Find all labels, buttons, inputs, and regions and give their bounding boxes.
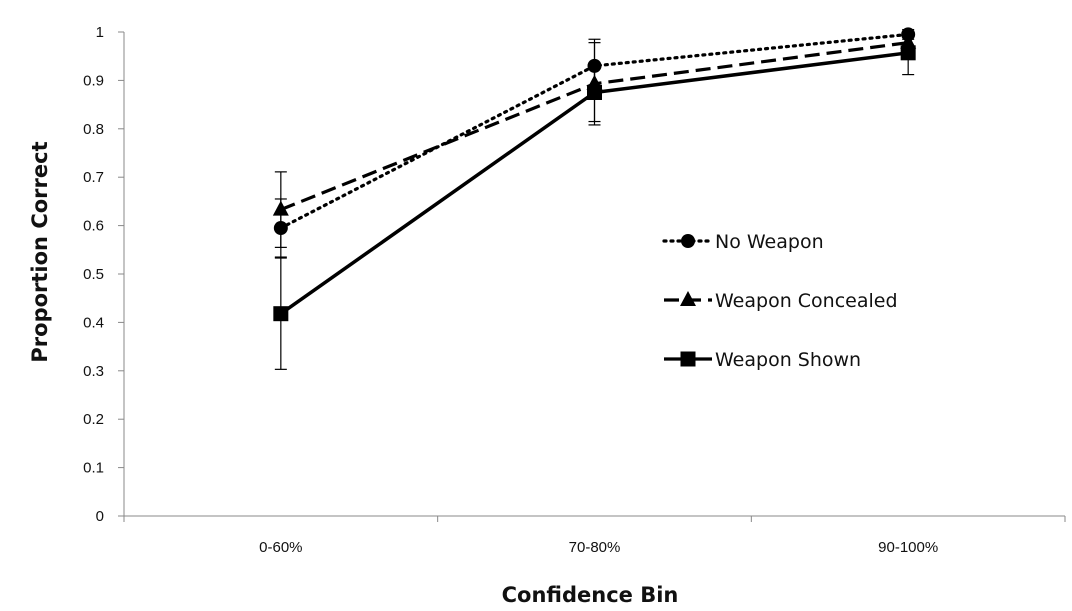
y-tick-label: 0.9 [83, 72, 104, 89]
y-tick-label: 1 [96, 24, 104, 41]
data-point [273, 221, 288, 236]
x-axis-title: Confidence Bin [502, 583, 679, 607]
y-tick-label: 0.5 [83, 266, 104, 283]
legend-label: No Weapon [715, 231, 824, 253]
legend: No Weapon Weapon Concealed Weapon Shown [662, 231, 898, 371]
y-axis-title: Proportion Correct [28, 141, 52, 362]
legend-marker [680, 291, 696, 306]
series-2 [273, 45, 916, 322]
y-tick-label: 0.2 [83, 411, 104, 428]
series-0 [273, 27, 916, 236]
data-point [900, 33, 917, 49]
x-tick-label: 90-100% [878, 539, 938, 556]
legend-item-1: Weapon Concealed [664, 290, 898, 312]
x-tick-label: 70-80% [569, 539, 621, 556]
y-axis-ticks: 0 0.1 0.2 0.3 0.4 0.5 0.6 0.7 0.8 0.9 1 [83, 24, 124, 525]
data-point [900, 45, 916, 61]
x-axis-ticks: 0-60% 70-80% 90-100% [123, 516, 1066, 556]
y-tick-label: 0.7 [83, 169, 104, 186]
y-tick-label: 0.6 [83, 218, 104, 235]
y-tick-label: 0.4 [83, 314, 104, 331]
legend-item-0: No Weapon [662, 231, 824, 253]
legend-marker [681, 234, 695, 248]
y-tick-label: 0.8 [83, 121, 104, 138]
y-tick-label: 0.1 [83, 460, 104, 477]
data-point [587, 58, 602, 73]
x-tick-label: 0-60% [259, 539, 302, 556]
plot-area [272, 27, 917, 370]
y-tick-label: 0 [96, 508, 104, 525]
legend-label: Weapon Shown [715, 349, 861, 371]
legend-marker [680, 351, 696, 367]
data-point [272, 200, 289, 216]
data-point [273, 306, 289, 322]
legend-item-2: Weapon Shown [664, 349, 861, 371]
legend-label: Weapon Concealed [715, 290, 898, 312]
data-point [587, 85, 602, 100]
y-tick-label: 0.3 [83, 363, 104, 380]
